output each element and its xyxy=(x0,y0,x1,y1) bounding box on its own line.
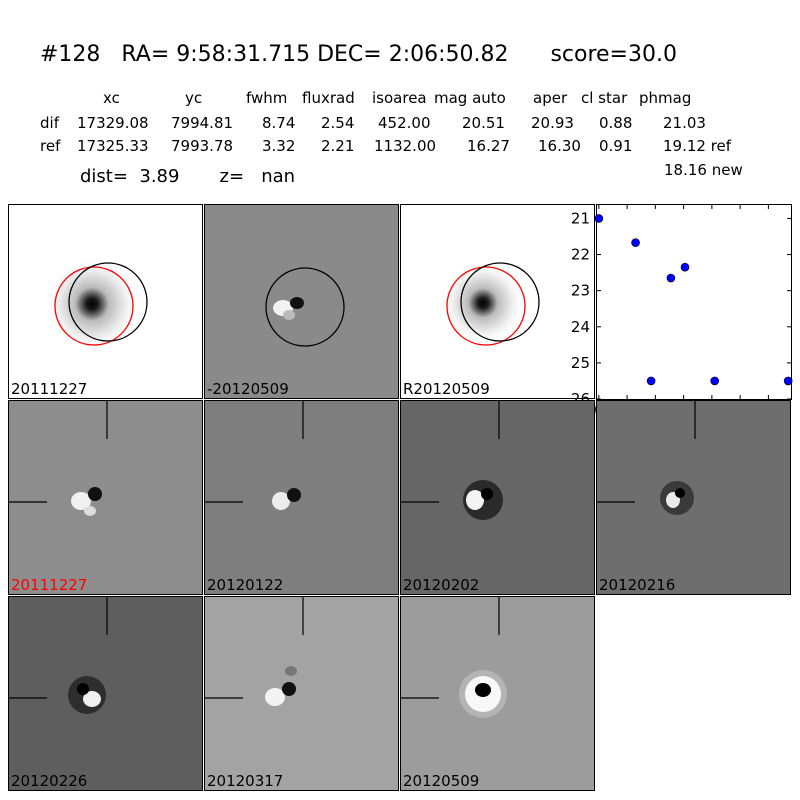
stamp-image xyxy=(205,401,304,510)
dif-fwhm: 8.74 xyxy=(262,114,296,132)
dif-aperture-circle xyxy=(68,262,148,342)
col-header-clstar: cl star xyxy=(581,89,628,107)
thumb-diff-template[interactable]: -20120509 xyxy=(204,204,399,399)
y-tick-label: 23 xyxy=(571,282,590,300)
dif-magauto: 20.51 xyxy=(462,114,505,132)
dif-fluxrad: 2.54 xyxy=(321,114,355,132)
distance-line: dist= 3.89 z= nan xyxy=(80,166,296,187)
row-label-dif: dif xyxy=(40,114,59,132)
y-tick-label: 21 xyxy=(571,209,590,227)
stamp-image xyxy=(265,267,345,347)
panel-label: 20120216 xyxy=(599,576,676,594)
row-label-ref: ref xyxy=(40,137,61,155)
y-tick-label: 24 xyxy=(571,318,590,336)
col-header-aper: aper xyxy=(533,89,568,107)
panel-label: 20120226 xyxy=(11,772,88,790)
light-curve-plot: 212223242526020406080100120 xyxy=(571,204,793,419)
data-point xyxy=(631,238,640,247)
dif-aper: 20.93 xyxy=(531,114,574,132)
stamp-image xyxy=(597,401,696,515)
thumb-epoch[interactable]: 20111227 xyxy=(8,400,203,595)
star-blob xyxy=(44,256,140,352)
ref-fluxrad: 2.21 xyxy=(321,137,355,155)
ref-isoarea: 1132.00 xyxy=(374,137,437,155)
panel-label: 20120317 xyxy=(207,772,284,790)
stamp-image xyxy=(401,401,503,520)
ref-aperture-circle xyxy=(54,266,134,346)
y-tick-label: 22 xyxy=(571,246,590,264)
col-header-fluxrad: fluxrad xyxy=(302,89,355,107)
ref-magauto: 16.27 xyxy=(467,137,510,155)
dif-xc: 17329.08 xyxy=(77,114,149,132)
new-mag: 18.16 new xyxy=(664,161,743,179)
thumb-epoch[interactable]: 20120122 xyxy=(204,400,399,595)
thumb-epoch[interactable]: 20120317 xyxy=(204,596,399,791)
ref-xc: 17325.33 xyxy=(77,137,149,155)
star-blob xyxy=(441,261,525,345)
thumb-reference[interactable]: 20111227 xyxy=(8,204,203,399)
stamp-image xyxy=(44,256,148,352)
panel-label: R20120509 xyxy=(403,380,490,398)
ref-aper: 16.30 xyxy=(538,137,581,155)
col-header-yc: yc xyxy=(185,89,203,107)
stamp-image xyxy=(441,261,540,346)
data-point xyxy=(646,376,656,386)
panel-label: -20120509 xyxy=(207,380,289,398)
thumb-epoch[interactable]: 20120509 xyxy=(400,596,595,791)
panel-label: 20111227 xyxy=(11,576,88,594)
stamp-image xyxy=(205,597,304,706)
dif-isoarea: 452.00 xyxy=(378,114,431,132)
dif-aperture-circle xyxy=(265,267,345,347)
ref-yc: 7993.78 xyxy=(171,137,234,155)
ref-aperture-circle xyxy=(446,266,526,346)
light-curve-svg: 212223242526020406080100120 xyxy=(571,204,793,419)
panel-label: 20120202 xyxy=(403,576,480,594)
col-header-isoarea: isoarea xyxy=(372,89,427,107)
dif-phmag: 21.03 xyxy=(663,114,706,132)
y-tick-label: 25 xyxy=(571,354,590,372)
plot-frame xyxy=(596,204,792,400)
data-point xyxy=(680,262,690,272)
dif-aperture-circle xyxy=(460,262,540,342)
col-header-xc: xc xyxy=(103,89,120,107)
stamp-image xyxy=(401,597,507,718)
ref-fwhm: 3.32 xyxy=(262,137,296,155)
data-point xyxy=(783,376,793,386)
ref-clstar: 0.91 xyxy=(599,137,633,155)
thumb-epoch[interactable]: 20120226 xyxy=(8,596,203,791)
thumb-epoch[interactable]: 20120202 xyxy=(400,400,595,595)
col-header-magauto: mag auto xyxy=(434,89,506,107)
dif-yc: 7994.81 xyxy=(171,114,234,132)
stamp-image xyxy=(9,597,108,714)
col-header-fwhm: fwhm xyxy=(246,89,288,107)
stamp-image xyxy=(9,401,108,516)
thumb-epoch[interactable]: 20120216 xyxy=(596,400,791,595)
thumb-ref-template[interactable]: R20120509 xyxy=(400,204,595,399)
page-title: #128 RA= 9:58:31.715 DEC= 2:06:50.82 sco… xyxy=(40,42,677,67)
col-header-phmag: phmag xyxy=(639,89,692,107)
data-point xyxy=(594,214,604,223)
data-point xyxy=(710,376,719,386)
ref-phmag: 19.12 ref xyxy=(663,137,732,155)
dif-clstar: 0.88 xyxy=(599,114,633,132)
data-point xyxy=(666,273,676,283)
panel-label: 20120122 xyxy=(207,576,284,594)
panel-label: 20111227 xyxy=(11,380,88,398)
panel-label: 20120509 xyxy=(403,772,480,790)
